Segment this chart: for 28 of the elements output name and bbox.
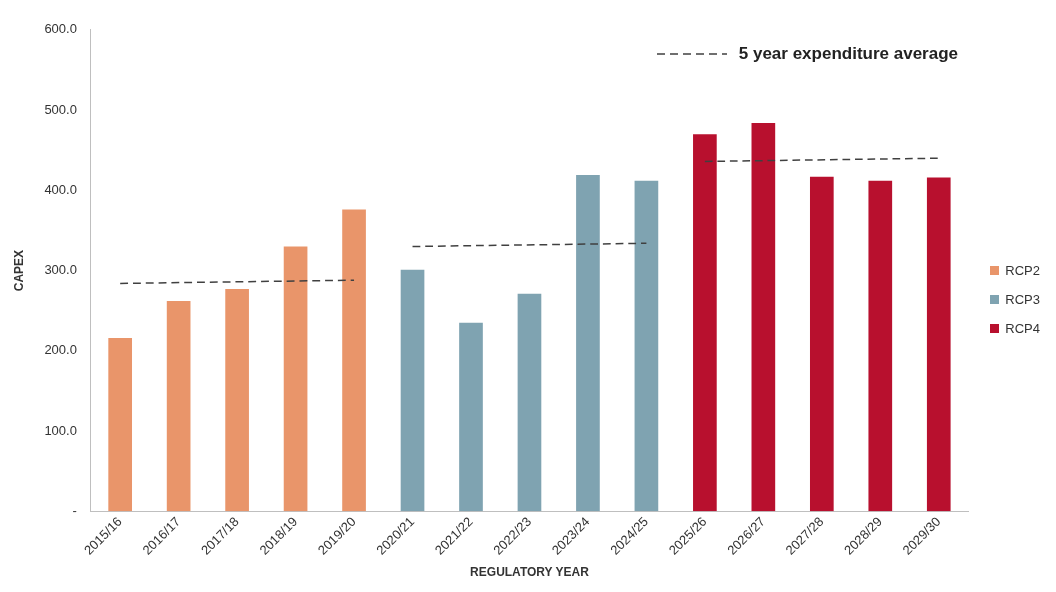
y-tick-label: 400.0 bbox=[44, 181, 77, 197]
bar bbox=[809, 176, 834, 512]
bar bbox=[459, 322, 483, 512]
bar bbox=[634, 180, 659, 512]
bar bbox=[926, 177, 951, 512]
bar bbox=[693, 134, 717, 512]
y-tick-label: 100.0 bbox=[44, 422, 77, 438]
bar bbox=[400, 269, 425, 512]
bar bbox=[108, 337, 133, 512]
legend-label: RCP4 bbox=[1005, 321, 1040, 336]
legend-label: RCP2 bbox=[1005, 263, 1040, 278]
x-axis-title: REGULATORY YEAR bbox=[470, 565, 590, 580]
y-tick-label: 600.0 bbox=[44, 21, 77, 37]
bar bbox=[225, 289, 249, 512]
bar bbox=[517, 293, 542, 512]
bar bbox=[283, 246, 308, 512]
bar bbox=[166, 301, 191, 512]
y-tick-label: 500.0 bbox=[44, 101, 77, 117]
bar bbox=[342, 209, 366, 512]
y-axis-title: CAPEX bbox=[11, 249, 26, 292]
bar bbox=[576, 175, 600, 512]
bar bbox=[751, 122, 776, 512]
legend-label: 5 year expenditure average bbox=[738, 44, 958, 64]
y-tick-label: - bbox=[72, 502, 77, 518]
y-tick-label: 200.0 bbox=[44, 342, 77, 358]
bar bbox=[868, 180, 893, 512]
legend-label: RCP3 bbox=[1005, 292, 1040, 307]
y-tick-label: 300.0 bbox=[44, 262, 77, 278]
